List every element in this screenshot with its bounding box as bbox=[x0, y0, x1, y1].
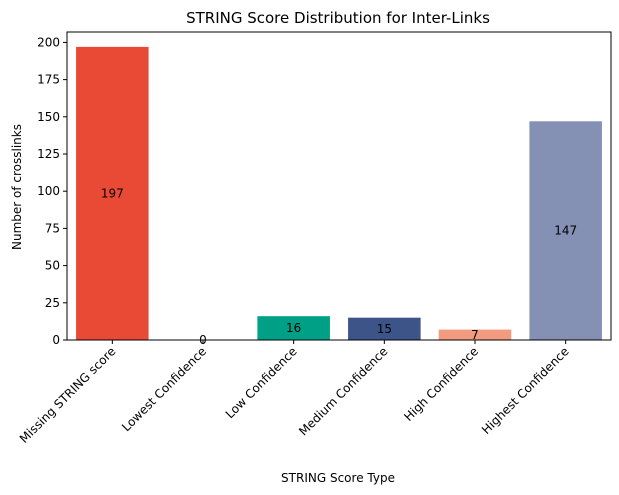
bar-value-label-4: 7 bbox=[471, 328, 479, 342]
x-axis-label: STRING Score Type bbox=[281, 471, 395, 485]
x-tick-label-4: High Confidence bbox=[401, 344, 481, 424]
y-tick-label-1: 25 bbox=[45, 296, 60, 310]
y-axis-label: Number of crosslinks bbox=[10, 124, 24, 250]
chart-title: STRING Score Distribution for Inter-Link… bbox=[186, 9, 490, 27]
bar-value-label-5: 147 bbox=[554, 224, 577, 238]
y-tick-label-4: 100 bbox=[37, 184, 60, 198]
y-tick-label-6: 150 bbox=[37, 110, 60, 124]
bar-value-label-3: 15 bbox=[377, 322, 392, 336]
bar-value-label-2: 16 bbox=[286, 321, 301, 335]
y-tick-label-7: 175 bbox=[37, 73, 60, 87]
x-tick-label-2: Low Confidence bbox=[223, 344, 300, 421]
x-tick-label-3: Medium Confidence bbox=[296, 344, 390, 438]
bar-4 bbox=[438, 329, 512, 340]
y-tick-label-3: 75 bbox=[45, 221, 60, 235]
y-tick-label-5: 125 bbox=[37, 147, 60, 161]
bar-0 bbox=[76, 46, 149, 341]
bar-2 bbox=[257, 316, 330, 340]
x-tick-label-0: Missing STRING score bbox=[17, 344, 119, 446]
y-tick-label-2: 50 bbox=[45, 259, 60, 273]
bar-5 bbox=[529, 121, 602, 340]
x-tick-label-1: Lowest Confidence bbox=[119, 344, 209, 434]
bar-3 bbox=[348, 317, 421, 340]
x-axis: Missing STRING score Lowest Confidence Low… bbox=[17, 340, 572, 446]
plot-frame bbox=[66, 31, 612, 341]
plot-area: 197016157147 bbox=[66, 31, 612, 347]
y-axis: 0 25 50 75 100 125 150 175 200 bbox=[37, 35, 67, 347]
bar-value-label-0: 197 bbox=[101, 186, 124, 200]
y-tick-label-0: 0 bbox=[52, 333, 60, 347]
y-tick-label-8: 200 bbox=[37, 35, 60, 49]
x-tick-label-5: Highest Confidence bbox=[479, 344, 572, 437]
